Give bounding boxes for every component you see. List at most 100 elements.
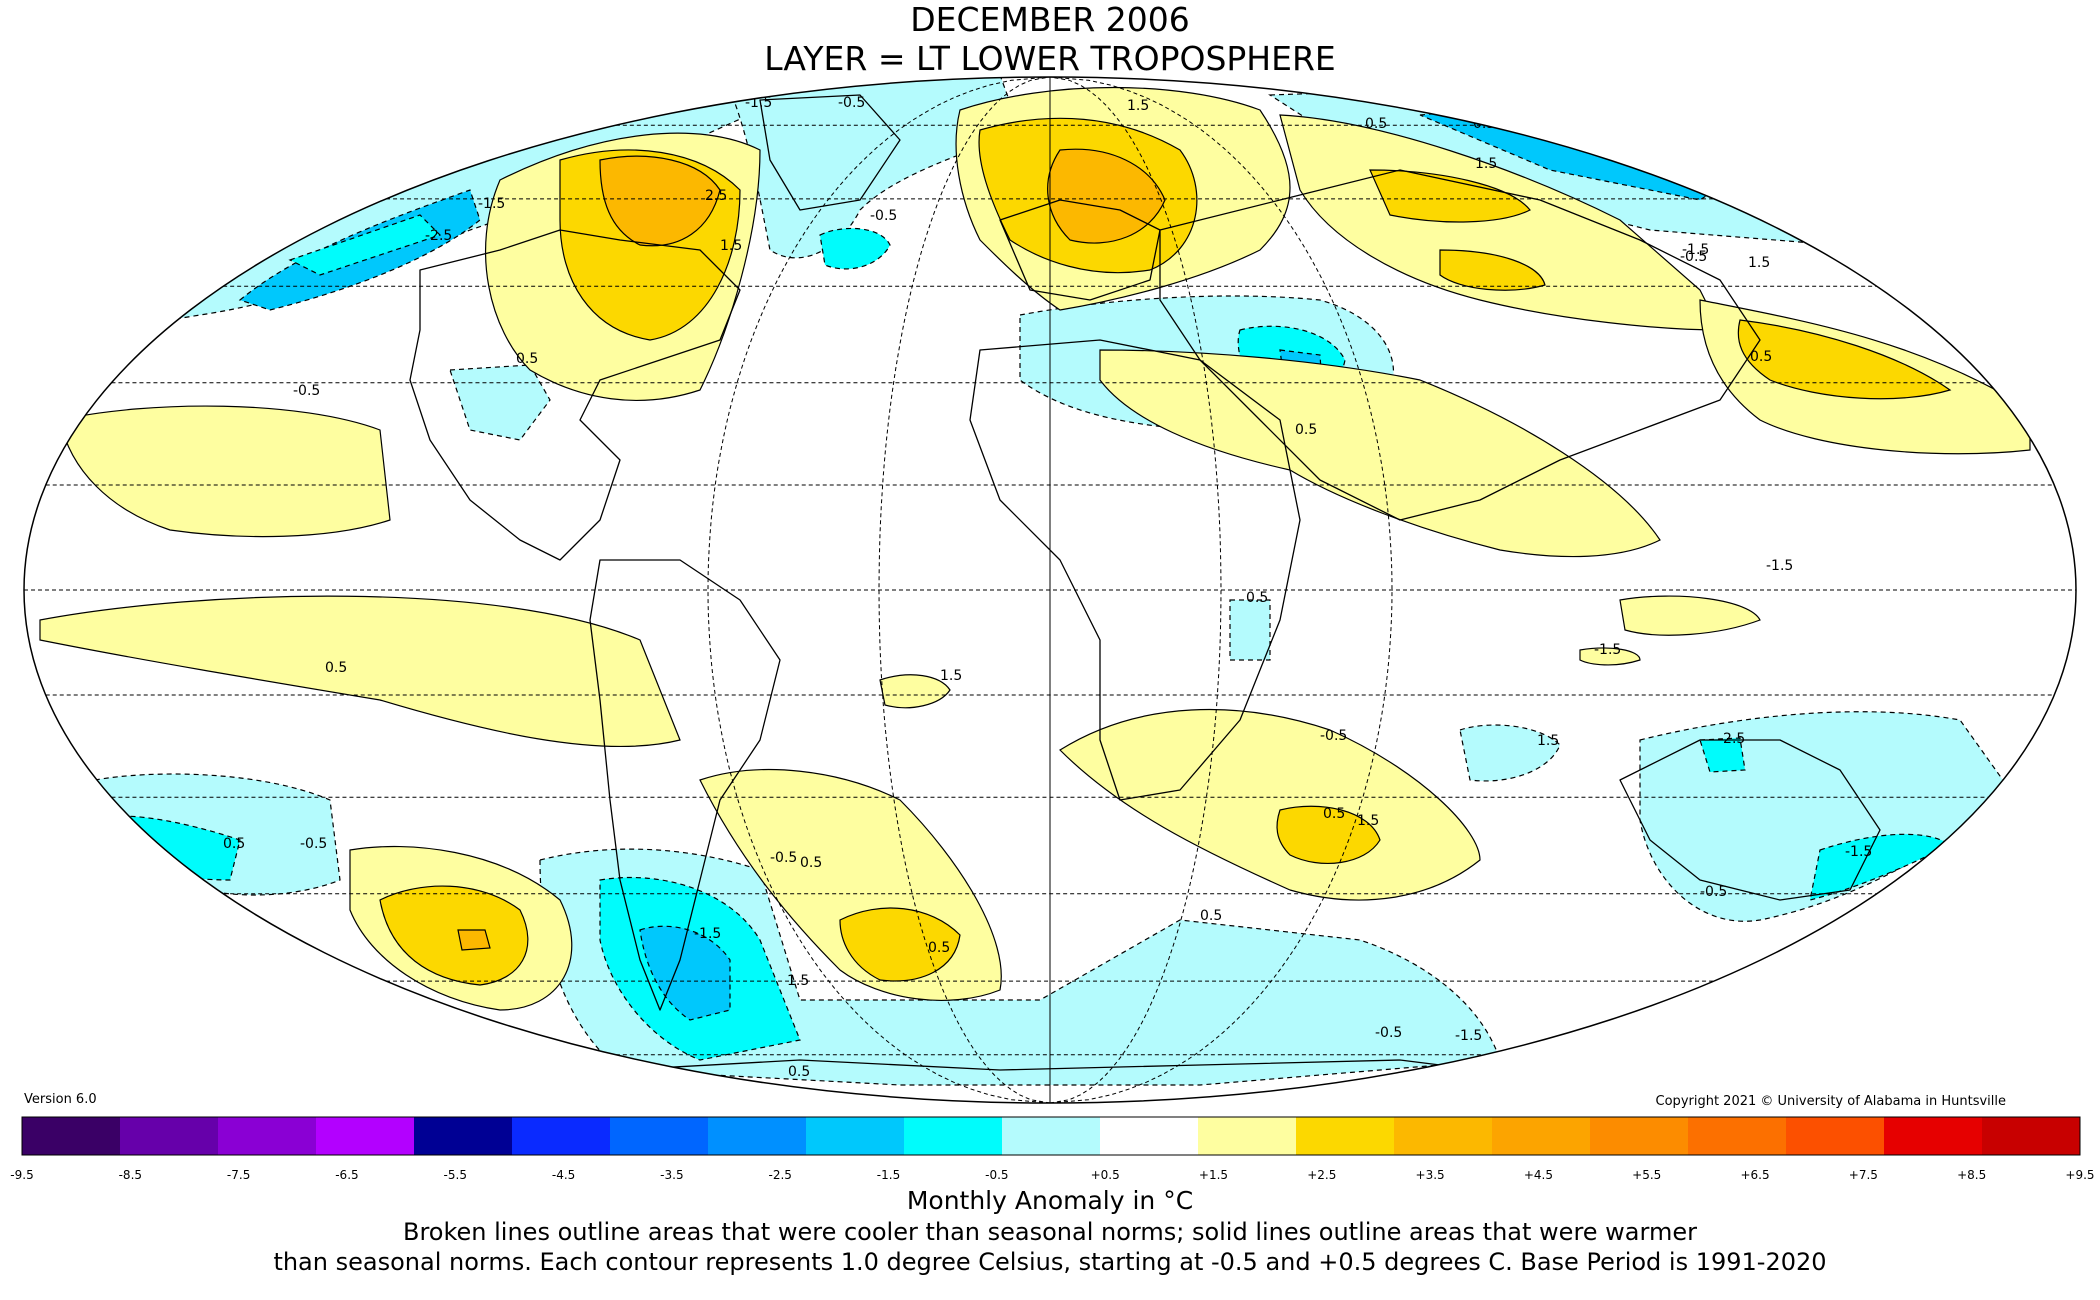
coast-africa [969, 339, 1301, 801]
warm-core-south-pacific-inner [457, 929, 491, 951]
colorbar-tick-label: +6.5 [1740, 1168, 1770, 1182]
contour-label: 1.5 [787, 973, 809, 989]
colorbar-swatch [1296, 1117, 1395, 1155]
colorbar-tick-label: +5.5 [1632, 1168, 1662, 1182]
colorbar-swatch [806, 1117, 905, 1155]
contour-label: 0.5 [223, 836, 245, 852]
contour-label: 0.5 [1200, 908, 1222, 924]
colorbar-swatch [512, 1117, 611, 1155]
warm-core-north-asia [1369, 169, 1531, 223]
colorbar-tick-label: -9.5 [10, 1168, 34, 1182]
contour-label: 1.5 [940, 668, 962, 684]
contour-label: 1.5 [1537, 733, 1559, 749]
meridian-line [1049, 77, 1222, 1103]
contour-label: -0.5 [1680, 249, 1707, 265]
colorbar-tick-label: -1.5 [876, 1168, 901, 1182]
contour-label: 0.5 [1365, 116, 1387, 132]
warm-core-europe-inner [1047, 148, 1166, 244]
contour-label: 0.5 [1750, 349, 1772, 365]
contour-label: -0.5 [838, 95, 865, 111]
warm-core-south-africa [1276, 805, 1381, 865]
warm-north-pacific-east [59, 405, 391, 538]
cool-core-alaska-inner [288, 214, 442, 276]
warm-central-atlantic [879, 674, 951, 709]
colorbar-tick-label: +4.5 [1523, 1168, 1553, 1182]
coast-greenland [759, 94, 901, 211]
contour-label: -1.5 [1455, 1028, 1482, 1044]
colorbar-swatch [1590, 1117, 1689, 1155]
warm-core-canada-inner [599, 155, 721, 247]
coast-antarctica [619, 1059, 1481, 1071]
warm-core-south-atlantic [839, 907, 961, 982]
colorbar-tick-label: -3.5 [660, 1168, 684, 1182]
contour-label: -0.5 [770, 850, 797, 866]
contour-label: 1.5 [720, 238, 742, 254]
cool-core-australia [1699, 737, 1746, 773]
contour-label: 2.5 [705, 188, 727, 204]
warm-core-south-pacific [379, 885, 529, 986]
colorbar-swatch [120, 1117, 219, 1155]
contour-label: -0.5 [1700, 884, 1727, 900]
note-line-2: than seasonal norms. Each contour repres… [273, 1248, 1827, 1276]
coast-asia [1159, 169, 1761, 521]
colorbar-swatch [414, 1117, 513, 1155]
warm-tropical-pacific [39, 595, 681, 748]
coast-europe [999, 199, 1161, 301]
contour-label: 1.5 [1748, 255, 1770, 271]
version-label: Version 6.0 [24, 1092, 97, 1107]
warm-north-asia [1279, 114, 1721, 331]
colorbar-tick-label: +8.5 [1957, 1168, 1987, 1182]
warm-core-north-asia-2 [1439, 249, 1546, 291]
colorbar-frame [21, 1116, 2081, 1156]
colorbar-swatch [1688, 1117, 1787, 1155]
cool-indian-ocean [1459, 724, 1561, 782]
colorbar-swatch [1100, 1117, 1199, 1155]
colorbar-tick-label: -4.5 [551, 1168, 576, 1182]
contour-label: 0.5 [516, 351, 538, 367]
contour-label: -1.5 [1594, 642, 1621, 658]
colorbar-swatch [1786, 1117, 1885, 1155]
colorbar-tick-label: -5.5 [443, 1168, 467, 1182]
contour-label: -0.5 [1320, 728, 1347, 744]
colorbar-tick-label: -8.5 [118, 1168, 143, 1182]
colorbar-tick-label: +7.5 [1848, 1168, 1878, 1182]
graticule [24, 77, 2076, 1103]
colorbar-ticks: -9.5 -8.5 -7.5 -6.5 -5.5 -4.5 -3.5 -2.5 -1.5 -0.5… [0, 1168, 2100, 1184]
contour-label: 1.5 [1357, 813, 1379, 829]
anomaly-regions [39, 77, 2031, 1086]
colorbar-swatch [1982, 1117, 2081, 1155]
map-subtitle: LAYER = LT LOWER TROPOSPHERE [764, 39, 1336, 78]
contour-label: -0.5 [1375, 1025, 1402, 1041]
colorbar-tick-label: -7.5 [226, 1168, 251, 1182]
contour-label: -0.5 [300, 836, 327, 852]
colorbar-swatch [1492, 1117, 1591, 1155]
colorbar-tick-label: -6.5 [335, 1168, 359, 1182]
colorbar-tick-label: +0.5 [1090, 1168, 1120, 1182]
contour-label: 0.5 [928, 940, 950, 956]
warm-core-pacific-asia [1737, 319, 1952, 400]
colorbar-tick-label: -0.5 [985, 1168, 1009, 1182]
contour-label: -0.5 [293, 383, 320, 399]
warm-small-tropic [1579, 647, 1641, 666]
contour-label: -0.5 [870, 208, 897, 224]
contour-label: -2.5 [1718, 731, 1745, 747]
colorbar-tick-label: +3.5 [1415, 1168, 1445, 1182]
coast-north-america [409, 229, 741, 561]
colorbar-tick-label: +2.5 [1307, 1168, 1337, 1182]
copyright-label: Copyright 2021 © University of Alabama i… [1655, 1094, 2006, 1109]
contour-label: 1.5 [1475, 156, 1497, 172]
colorbar-swatch [610, 1117, 709, 1155]
colorbar-swatch [1394, 1117, 1493, 1155]
contour-label: 0.5 [1246, 590, 1268, 606]
map-outline [23, 76, 2077, 1104]
colorbar-tick-label: +1.5 [1198, 1168, 1229, 1182]
coastlines [409, 94, 1881, 1071]
contour-label: 0.5 [1323, 806, 1345, 822]
contour-label: -1.5 [1845, 844, 1872, 860]
contour-label: -1.5 [1766, 558, 1793, 574]
colorbar-swatch [708, 1117, 807, 1155]
colorbar-swatch [316, 1117, 415, 1155]
units-label: Monthly Anomaly in °C [906, 1186, 1194, 1215]
contour-label: 1.5 [1127, 98, 1149, 114]
